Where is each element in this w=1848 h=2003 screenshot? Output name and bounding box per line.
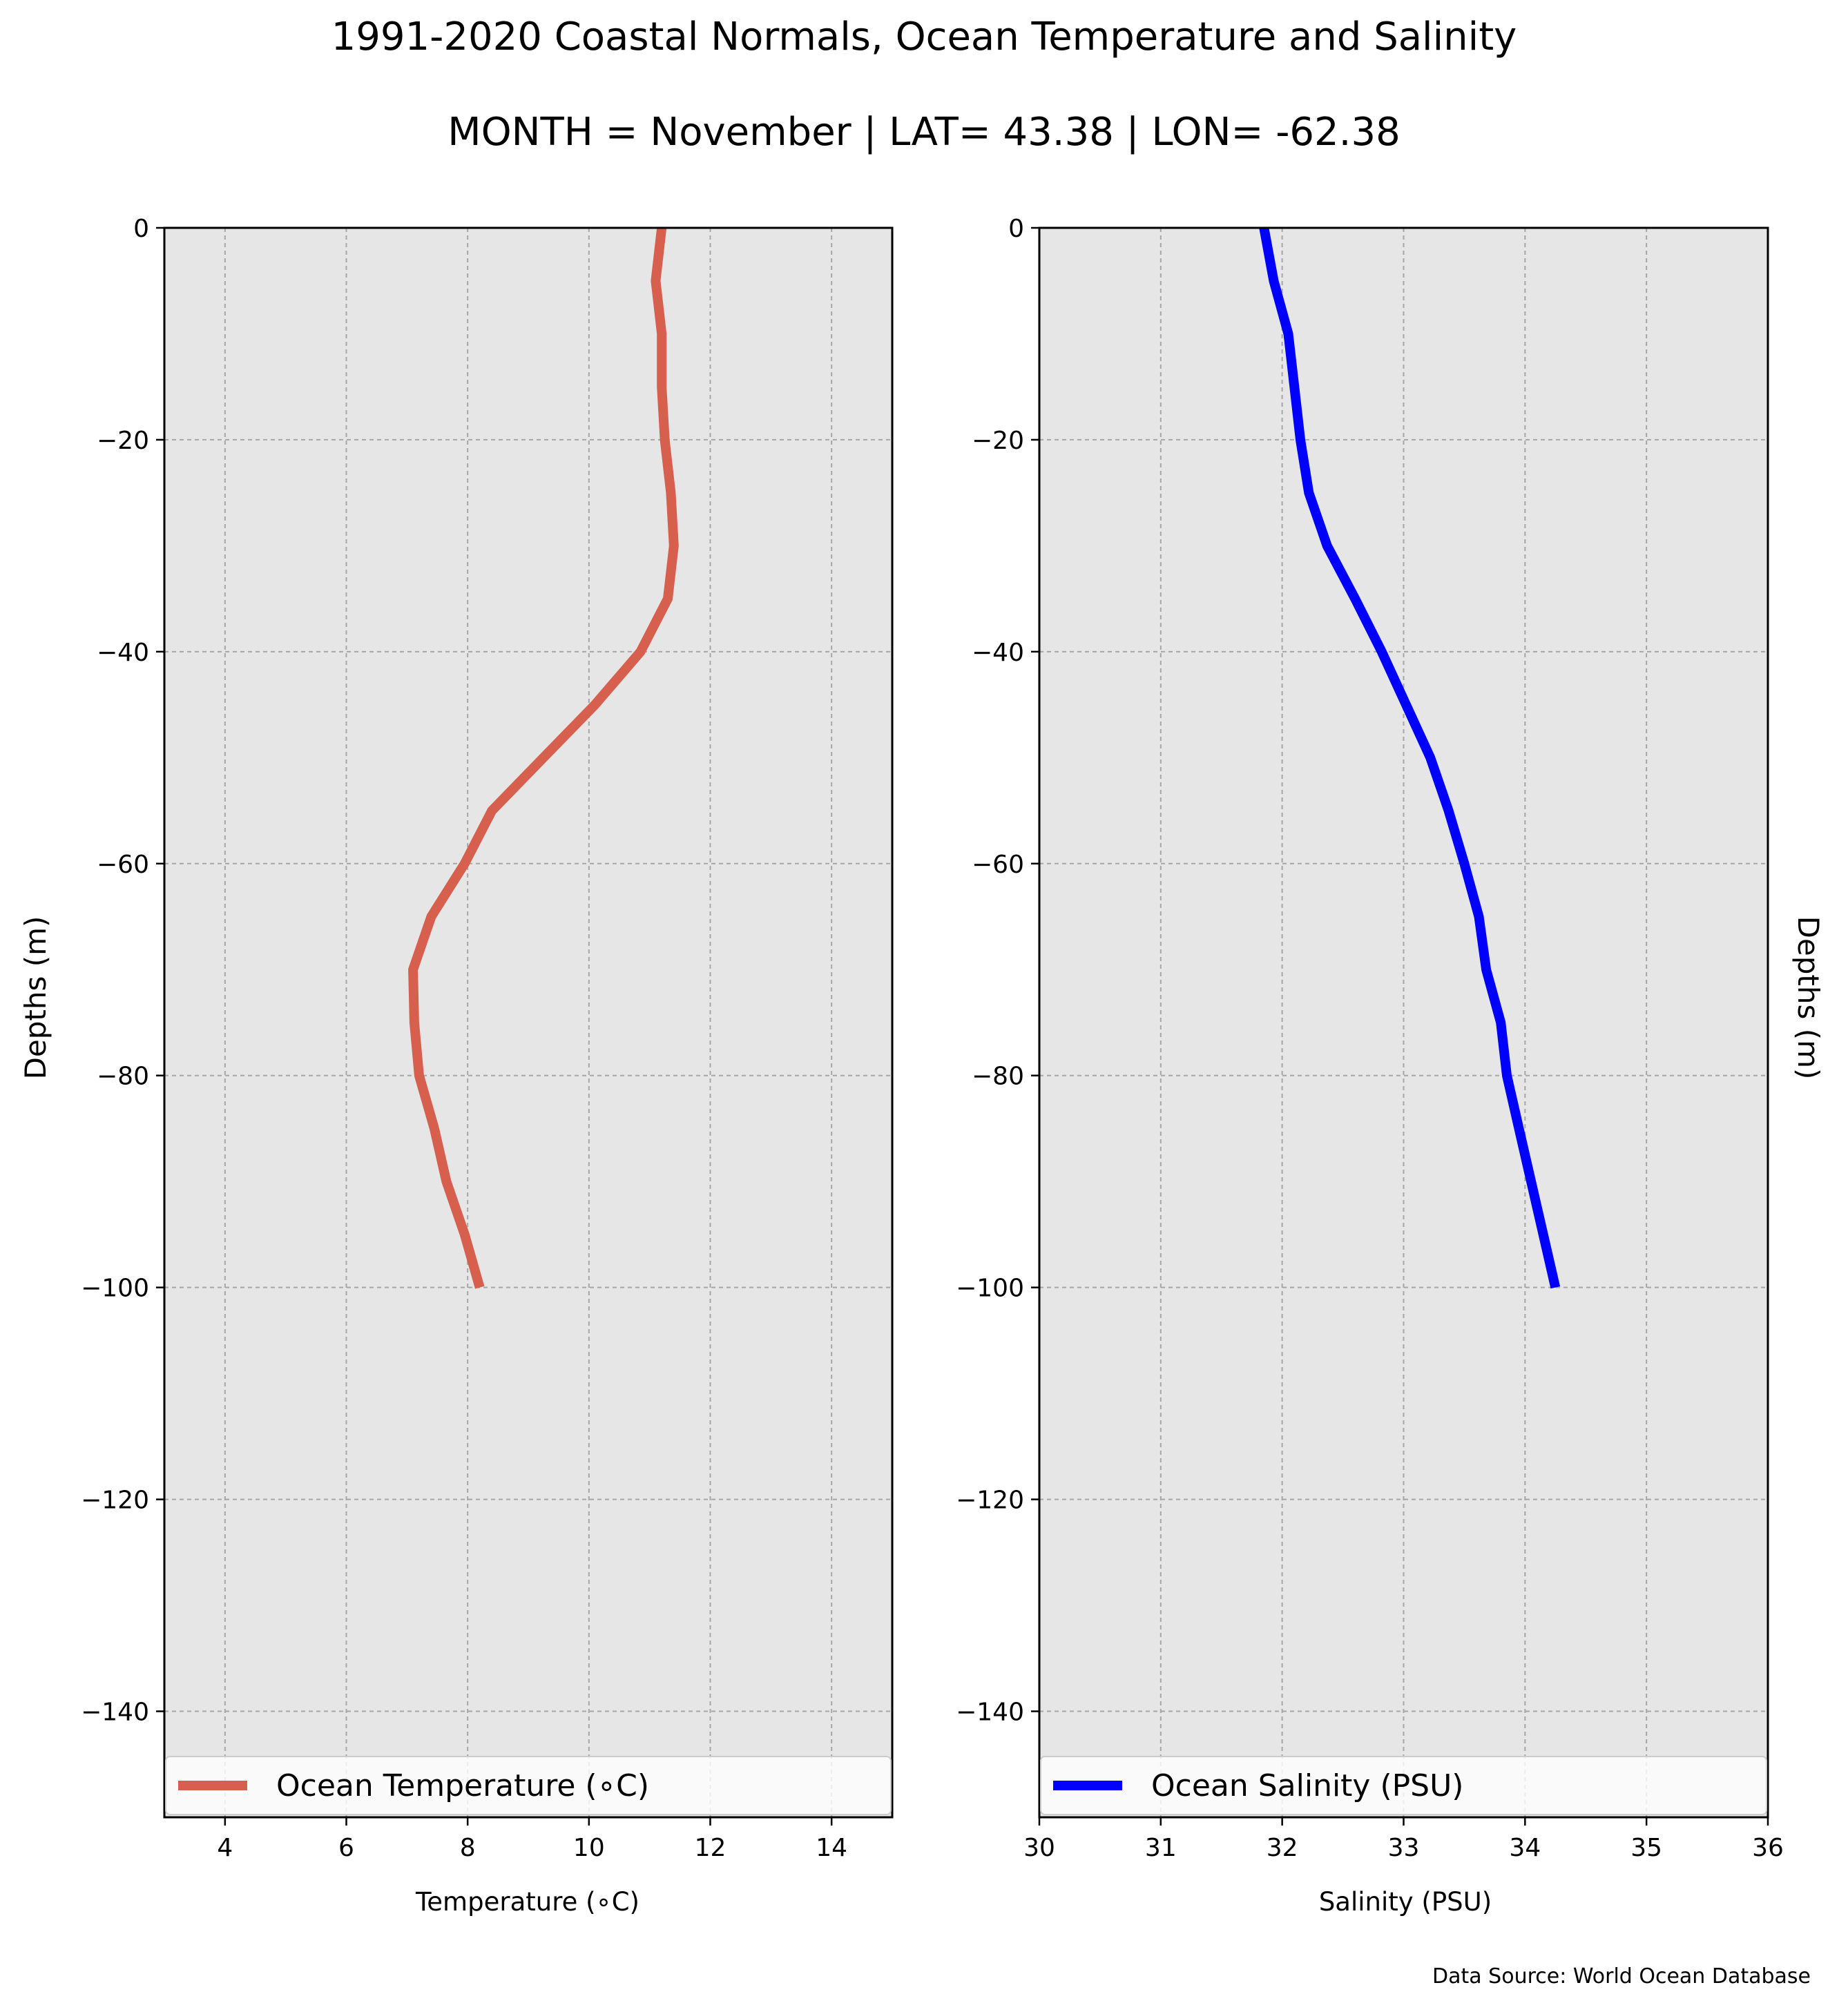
temperature-panel: 4 6 8 10 12 14 0 −20 −40 −60 −80 −100 −120 −140 Ocean …: [81, 215, 894, 1862]
salinity-xtick-label: 31: [1145, 1834, 1177, 1862]
temperature-axes-frame: [163, 226, 894, 1819]
temperature-xtick-label: 4: [217, 1834, 233, 1862]
temperature-xtick-label: 12: [695, 1834, 726, 1862]
salinity-series-line: [1259, 226, 1561, 1289]
temperature-legend-label: Ocean Temperature (∘C): [276, 1768, 649, 1803]
figure-title: 1991-2020 Coastal Normals, Ocean Tempera…: [331, 14, 1517, 59]
data-source-note: Data Source: World Ocean Database: [1432, 1964, 1811, 1989]
temperature-xtick-label: 6: [338, 1834, 354, 1862]
temperature-ytick-label: −100: [81, 1275, 149, 1303]
salinity-ytick-label: −40: [972, 639, 1024, 667]
salinity-ytick-label: −20: [972, 427, 1024, 455]
temperature-ytick-label: −80: [97, 1063, 149, 1091]
salinity-xtick-label: 32: [1267, 1834, 1298, 1862]
salinity-xtick-label: 36: [1752, 1834, 1784, 1862]
salinity-panel: 30 31 32 33 34 35 36 0 −20 −40 −60 −80 −100 −120 −140 O…: [956, 215, 1784, 1862]
temperature-ytick-label: −140: [81, 1699, 149, 1727]
salinity-ytick-label: 0: [1008, 215, 1024, 243]
salinity-xtick-label: 34: [1509, 1834, 1541, 1862]
temperature-panel-xlabel: Temperature (∘C): [415, 1887, 639, 1917]
salinity-ytick-label: −120: [956, 1487, 1024, 1515]
temperature-panel-ylabel: Depths (m): [19, 916, 52, 1080]
salinity-legend-label: Ocean Salinity (PSU): [1151, 1768, 1463, 1803]
temperature-legend: [165, 1756, 892, 1815]
temperature-ytick-label: −20: [97, 427, 149, 455]
temperature-ytick-label: 0: [133, 215, 149, 243]
salinity-ytick-label: −80: [972, 1063, 1024, 1091]
temperature-plot-area: [164, 228, 892, 1817]
salinity-panel-ylabel: Depths (m): [1791, 916, 1825, 1080]
salinity-ytick-label: −60: [972, 851, 1024, 879]
salinity-legend: [1040, 1756, 1767, 1815]
salinity-xtick-label: 35: [1630, 1834, 1662, 1862]
salinity-xtick-label: 30: [1023, 1834, 1055, 1862]
salinity-ytick-label: −100: [956, 1275, 1024, 1303]
temperature-ytick-label: −60: [97, 851, 149, 879]
salinity-panel-xlabel: Salinity (PSU): [1319, 1887, 1492, 1917]
temperature-xtick-label: 14: [816, 1834, 847, 1862]
temperature-xtick-label: 8: [460, 1834, 476, 1862]
temperature-ytick-label: −40: [97, 639, 149, 667]
temperature-ytick-label: −120: [81, 1487, 149, 1515]
temperature-series-line: [408, 227, 679, 1289]
figure-subtitle: MONTH = November | LAT= 43.38 | LON= -62…: [447, 110, 1401, 155]
salinity-xtick-label: 33: [1388, 1834, 1420, 1862]
temperature-xtick-label: 10: [573, 1834, 605, 1862]
salinity-ytick-label: −140: [956, 1699, 1024, 1727]
